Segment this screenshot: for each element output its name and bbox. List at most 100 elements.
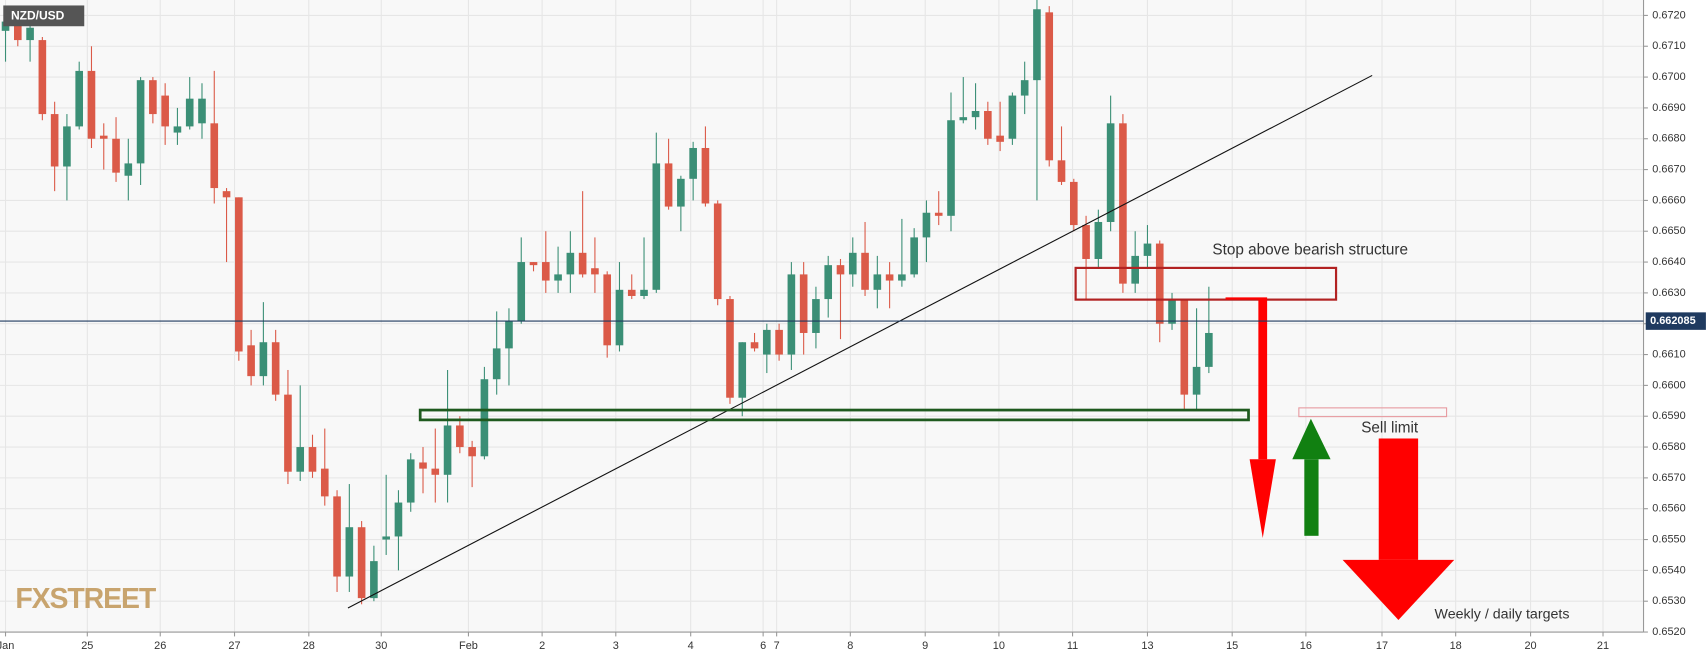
candle-body [799,274,808,333]
candle-body [308,447,317,472]
candle-body [124,163,133,176]
candle-body [640,289,648,296]
y-tick-label: 0.6700 [1652,71,1685,83]
candle-body [271,342,280,395]
x-tick-label: 6 [760,640,766,652]
candle-body [726,299,734,398]
trend-line [347,74,1373,609]
candle-body [394,502,403,537]
y-tick-label: 0.6640 [1652,256,1685,268]
candle-body [677,178,685,207]
candle-body [627,289,636,296]
candle-body [701,147,710,204]
y-tick-label: 0.6670 [1652,163,1685,175]
y-tick-label: 0.6630 [1652,287,1685,299]
green-arrow [1292,418,1331,536]
y-tick-label: 0.6560 [1652,503,1685,515]
candle-body [812,299,820,333]
candle-body [222,191,231,198]
candle-body [296,447,305,472]
candle-body [898,274,906,281]
candle-body [1008,95,1017,139]
annotation: Weekly / daily targets [1435,606,1570,622]
x-tick-label: 20 [1524,640,1536,652]
y-tick-label: 0.6650 [1652,225,1685,237]
candle-body [136,80,145,164]
candle-body [173,126,182,133]
candle-body [1131,255,1139,284]
candle-body [541,262,550,281]
candle-body [419,462,427,469]
candle-body [468,447,476,457]
arrow-head [1342,559,1455,621]
current-price-box [1645,312,1706,330]
candle-body [763,329,771,355]
candle-body [787,274,796,355]
candle-body [664,163,673,207]
candle-body [1106,123,1115,222]
y-tick-label: 0.6690 [1652,102,1685,114]
candle-body [1168,299,1176,324]
candle-body [1020,80,1029,96]
candle-body [492,348,501,380]
candle-body [824,265,833,300]
candle-body [431,468,440,475]
candle-body [1094,221,1103,259]
candle-body [873,274,882,290]
small-red-arrow [1225,297,1276,538]
candle-body [149,80,157,115]
x-tick-label: 25 [81,640,93,652]
y-tick-label: 0.6580 [1652,441,1685,453]
y-tick-label: 0.6520 [1652,626,1685,638]
annotation: Stop above bearish structure [1212,241,1408,258]
candle-body [750,342,759,349]
candle-body [1192,366,1201,395]
arrow-shaft [1378,438,1419,560]
candle-body [38,40,47,115]
candle-body [198,98,206,124]
plot-background [0,0,1644,632]
annotation: Sell limit [1361,420,1419,437]
candle-body [357,527,366,599]
candle-body [63,126,71,167]
x-tick-label: 13 [1141,640,1153,652]
candle-body [1119,123,1127,284]
candle-body [848,252,857,275]
candle-body [984,110,992,139]
candle-body [13,21,22,41]
x-tick-label: 3 [613,640,619,652]
symbol-box [3,5,85,27]
x-tick-label: 27 [228,640,240,652]
candle-body [345,527,354,577]
y-tick-label: 0.6660 [1652,194,1685,206]
candle-body [922,212,931,238]
x-tick-label: 16 [1300,640,1312,652]
candle-body [1155,243,1164,324]
candle-body [947,120,955,216]
y-tick-label: 0.6540 [1652,564,1685,576]
x-tick-label: 4 [688,640,694,652]
y-tick-label: 0.6530 [1652,595,1685,607]
candle-body [971,110,980,118]
y-tick-label: 0.6610 [1652,348,1685,360]
candle-body [99,135,108,139]
candle-body [615,289,624,346]
candle-body [1057,160,1066,182]
x-tick-label: 28 [303,640,315,652]
candle-body [443,425,452,475]
x-tick-label: 9 [922,640,928,652]
x-tick-label: 26 [154,640,166,652]
candle-body [1045,12,1054,161]
candle-body [333,496,341,577]
arrow-shaft [1304,459,1319,536]
candle-body [836,265,845,275]
candle-body [382,536,390,540]
x-tick-label: 21 [1597,640,1609,652]
candle-body [934,212,943,216]
candle-body [885,274,894,281]
candle-body [370,561,378,599]
candle-body [235,197,243,352]
chart-title: NZD/USD [11,9,65,23]
candle-body [50,114,59,167]
candle-body [578,252,587,275]
